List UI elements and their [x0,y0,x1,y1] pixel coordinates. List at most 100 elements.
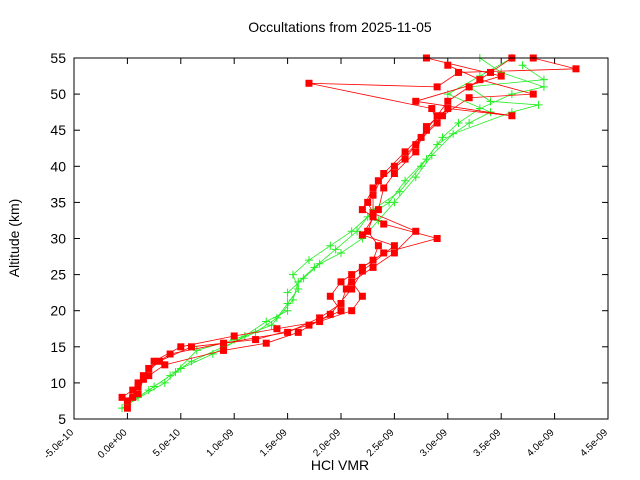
y-tick-label: 15 [50,339,66,355]
point [310,263,319,272]
point [539,82,548,91]
point [262,339,270,347]
point [171,368,180,377]
point [230,332,238,340]
point [401,176,410,185]
point [187,343,195,351]
point [380,220,388,228]
point [412,148,420,156]
point [508,112,516,120]
point [326,292,334,300]
point [411,173,420,182]
x-tick-label: 2.5e-09 [365,427,397,459]
point [428,105,436,113]
point [348,278,356,286]
point [487,68,495,76]
point [486,97,495,106]
point [166,350,174,358]
point [267,321,276,330]
point [240,331,249,340]
point [369,184,377,192]
point [390,162,398,170]
point [299,274,308,283]
point [288,270,297,279]
x-tick-label: 0.0e+00 [96,427,130,461]
point [192,346,201,355]
point [444,61,452,69]
point [369,209,377,217]
point [401,148,409,156]
point [401,155,409,163]
point [123,397,131,405]
point [337,248,345,257]
point [160,378,169,387]
point [395,187,404,196]
point [433,119,441,127]
point [129,393,137,401]
point [348,307,356,315]
y-tick-label: 50 [50,86,66,102]
point [294,328,302,336]
point [315,259,324,268]
profile-line [137,57,513,398]
point [316,314,324,322]
point [465,83,473,91]
point [294,285,303,294]
point [294,277,303,286]
point [272,313,281,322]
point [454,118,463,127]
point [358,267,366,275]
point [305,321,313,329]
point [369,191,377,199]
y-tick-label: 45 [50,122,66,138]
point [337,299,345,307]
point [176,364,185,373]
x-tick-label: -5.0e-10 [42,427,76,461]
profile-line [127,64,546,405]
point [465,118,474,127]
point [476,76,484,84]
point [433,83,441,91]
point [572,65,580,73]
point [353,227,362,236]
y-tick-label: 10 [50,375,66,391]
point [390,249,398,257]
point [150,357,158,365]
point [304,256,313,265]
x-tick-label: 3.5e-09 [472,427,504,459]
point [358,292,366,300]
x-tick-label: 3.0e-09 [418,427,450,459]
point [539,75,548,84]
point [305,79,313,87]
point [220,346,228,354]
x-axis-label: HCl VMR [311,457,369,473]
point [337,278,345,286]
point [358,206,366,214]
point [134,379,142,387]
point [139,375,147,383]
point [155,357,163,365]
point [417,162,426,171]
y-tick-label: 40 [50,158,66,174]
point [348,285,356,293]
profile-line [127,57,513,409]
point [161,361,169,369]
point [262,317,271,326]
point [331,245,340,254]
point [342,285,350,293]
y-tick-label: 25 [50,267,66,283]
point [444,97,452,105]
point [465,94,473,102]
point [326,241,335,250]
point [412,227,420,235]
point [134,383,142,391]
point [129,386,137,394]
y-axis-label: Altitude (km) [6,199,22,278]
point [139,372,147,380]
point [380,184,388,192]
point [438,133,447,142]
x-tick-label: 1.5e-09 [258,427,290,459]
point [364,227,372,235]
y-tick-label: 30 [50,231,66,247]
